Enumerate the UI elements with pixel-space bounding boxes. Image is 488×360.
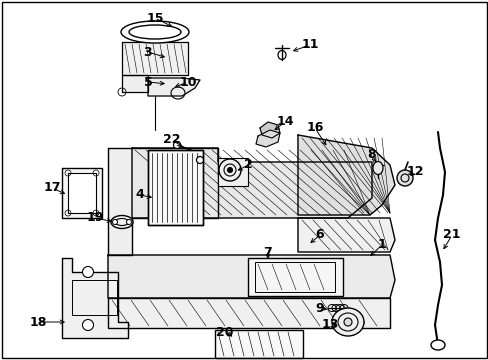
Ellipse shape [219,159,241,181]
Ellipse shape [112,220,117,225]
Polygon shape [148,78,200,96]
Ellipse shape [82,266,93,278]
Ellipse shape [343,318,351,326]
Text: 2: 2 [243,158,252,171]
Text: 12: 12 [406,166,423,179]
Text: 21: 21 [442,229,460,242]
Bar [215,330,303,358]
Text: 8: 8 [367,148,376,162]
Text: 3: 3 [143,45,152,58]
Ellipse shape [396,170,412,186]
Text: 1: 1 [377,238,386,252]
Text: 13: 13 [321,319,338,332]
Polygon shape [68,173,96,213]
Bar [72,280,117,315]
Polygon shape [260,122,280,138]
Ellipse shape [196,157,203,163]
Ellipse shape [173,141,180,148]
Bar [148,150,203,225]
Text: 22: 22 [163,134,181,147]
Text: 5: 5 [143,76,152,89]
Text: 10: 10 [179,76,196,89]
Polygon shape [297,135,394,215]
Text: 19: 19 [86,211,103,225]
Text: 6: 6 [315,229,324,242]
Text: 20: 20 [216,325,233,338]
Polygon shape [132,148,371,218]
Bar [218,158,247,186]
Polygon shape [108,148,218,255]
Text: 9: 9 [315,301,324,315]
Polygon shape [62,258,128,338]
Ellipse shape [430,340,444,350]
Polygon shape [108,255,394,298]
Polygon shape [256,130,280,147]
Text: 7: 7 [263,246,272,258]
Polygon shape [108,298,389,328]
Ellipse shape [372,162,382,175]
Polygon shape [122,75,148,92]
Text: 4: 4 [135,189,144,202]
Text: 16: 16 [305,121,323,135]
Text: 15: 15 [146,12,163,24]
Text: 18: 18 [29,315,46,328]
Text: 14: 14 [276,116,293,129]
Polygon shape [122,42,187,75]
Text: 11: 11 [301,39,318,51]
Ellipse shape [121,21,189,43]
Polygon shape [62,168,102,218]
Text: 17: 17 [43,181,61,194]
Bar [254,262,334,292]
Ellipse shape [227,167,232,172]
Ellipse shape [331,308,363,336]
Ellipse shape [111,216,133,229]
Bar [247,258,342,296]
Polygon shape [297,218,394,252]
Ellipse shape [126,220,131,225]
Ellipse shape [82,320,93,330]
Bar [148,150,203,225]
